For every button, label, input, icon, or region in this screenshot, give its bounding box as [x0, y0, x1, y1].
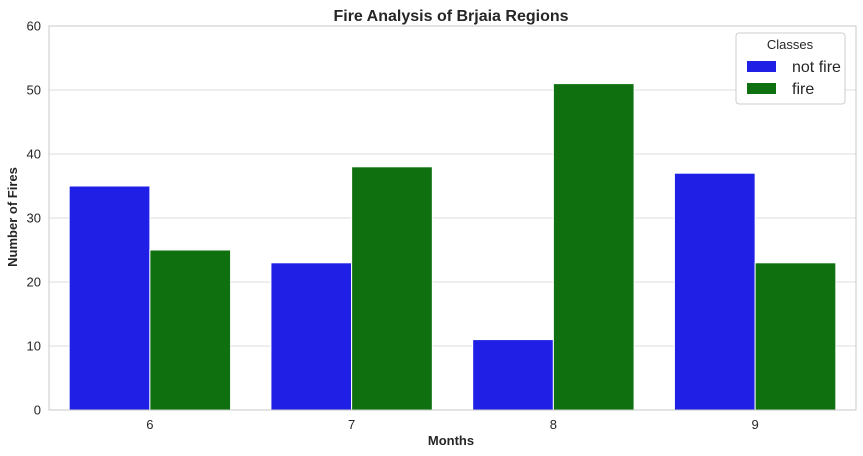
y-tick-label: 40 — [27, 147, 41, 162]
bar-not-fire-8 — [472, 339, 554, 411]
bar-not-fire-6 — [68, 185, 151, 411]
legend-label-fire: fire — [792, 81, 814, 98]
y-tick-label: 10 — [27, 339, 41, 354]
bar-fire-8 — [552, 83, 635, 411]
bar-not-fire-7 — [270, 262, 353, 411]
y-tick-label: 60 — [27, 19, 41, 34]
x-tick-labels: 6 7 8 9 — [146, 417, 758, 432]
y-tick-label: 30 — [27, 211, 41, 226]
y-tick-label: 0 — [34, 403, 41, 418]
chart-title: Fire Analysis of Brjaia Regions — [333, 8, 568, 25]
legend-swatch-fire — [747, 83, 776, 94]
x-axis-label: Months — [428, 433, 474, 448]
legend-title: Classes — [767, 37, 814, 52]
x-tick-label: 9 — [752, 417, 759, 432]
bar-fire-7 — [351, 166, 433, 411]
x-tick-label: 7 — [348, 417, 355, 432]
bar-fire-6 — [149, 249, 232, 411]
plot-frame — [48, 25, 857, 411]
legend: Classes not fire fire — [735, 32, 846, 105]
y-tick-label: 20 — [27, 275, 41, 290]
y-tick-label: 50 — [27, 83, 41, 98]
legend-label-not-fire: not fire — [792, 59, 841, 76]
y-tick-labels: 0 10 20 30 40 50 60 — [27, 19, 41, 418]
y-axis-label: Number of Fires — [5, 167, 20, 267]
x-tick-label: 6 — [146, 417, 153, 432]
bar-not-fire-9 — [673, 172, 756, 411]
legend-swatch-not-fire — [747, 61, 776, 72]
bar-fire-9 — [754, 262, 837, 411]
x-tick-label: 8 — [550, 417, 557, 432]
